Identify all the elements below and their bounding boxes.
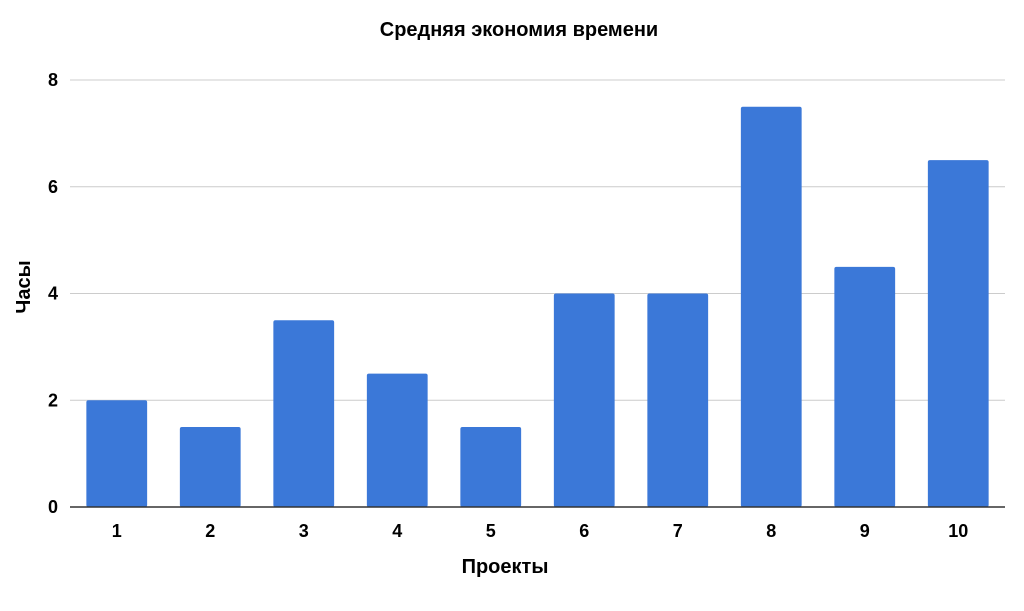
bar-project-6 — [553, 293, 615, 507]
x-axis-label: Проекты — [462, 556, 549, 578]
bar-project-10 — [927, 160, 989, 507]
bar-project-3 — [273, 320, 335, 507]
chart-title: Средняя экономия времени — [380, 19, 658, 41]
x-axis-ticks: 1 2 3 4 5 6 7 8 9 10 — [112, 521, 969, 541]
bar-project-7 — [647, 293, 709, 507]
bar-project-9 — [834, 266, 896, 507]
x-tick-label: 7 — [673, 521, 683, 541]
x-tick-label: 6 — [579, 521, 589, 541]
x-tick-label: 8 — [766, 521, 776, 541]
x-tick-label: 2 — [205, 521, 215, 541]
x-tick-label: 10 — [948, 521, 968, 541]
x-tick-label: 9 — [860, 521, 870, 541]
y-tick-label: 2 — [48, 390, 58, 410]
x-tick-label: 1 — [112, 521, 122, 541]
y-tick-label: 8 — [48, 70, 58, 90]
y-tick-label: 0 — [48, 497, 58, 517]
bars — [86, 106, 989, 507]
bar-project-2 — [179, 426, 241, 507]
y-axis-label: Часы — [13, 260, 35, 313]
y-axis-ticks: 0 2 4 6 8 — [48, 70, 58, 517]
y-tick-label: 6 — [48, 177, 58, 197]
y-tick-label: 4 — [48, 284, 58, 304]
bar-project-4 — [366, 373, 428, 507]
bar-project-8 — [740, 106, 802, 507]
bar-project-5 — [460, 426, 522, 507]
x-tick-label: 4 — [392, 521, 402, 541]
x-tick-label: 3 — [299, 521, 309, 541]
bar-project-1 — [86, 400, 148, 507]
x-tick-label: 5 — [486, 521, 496, 541]
